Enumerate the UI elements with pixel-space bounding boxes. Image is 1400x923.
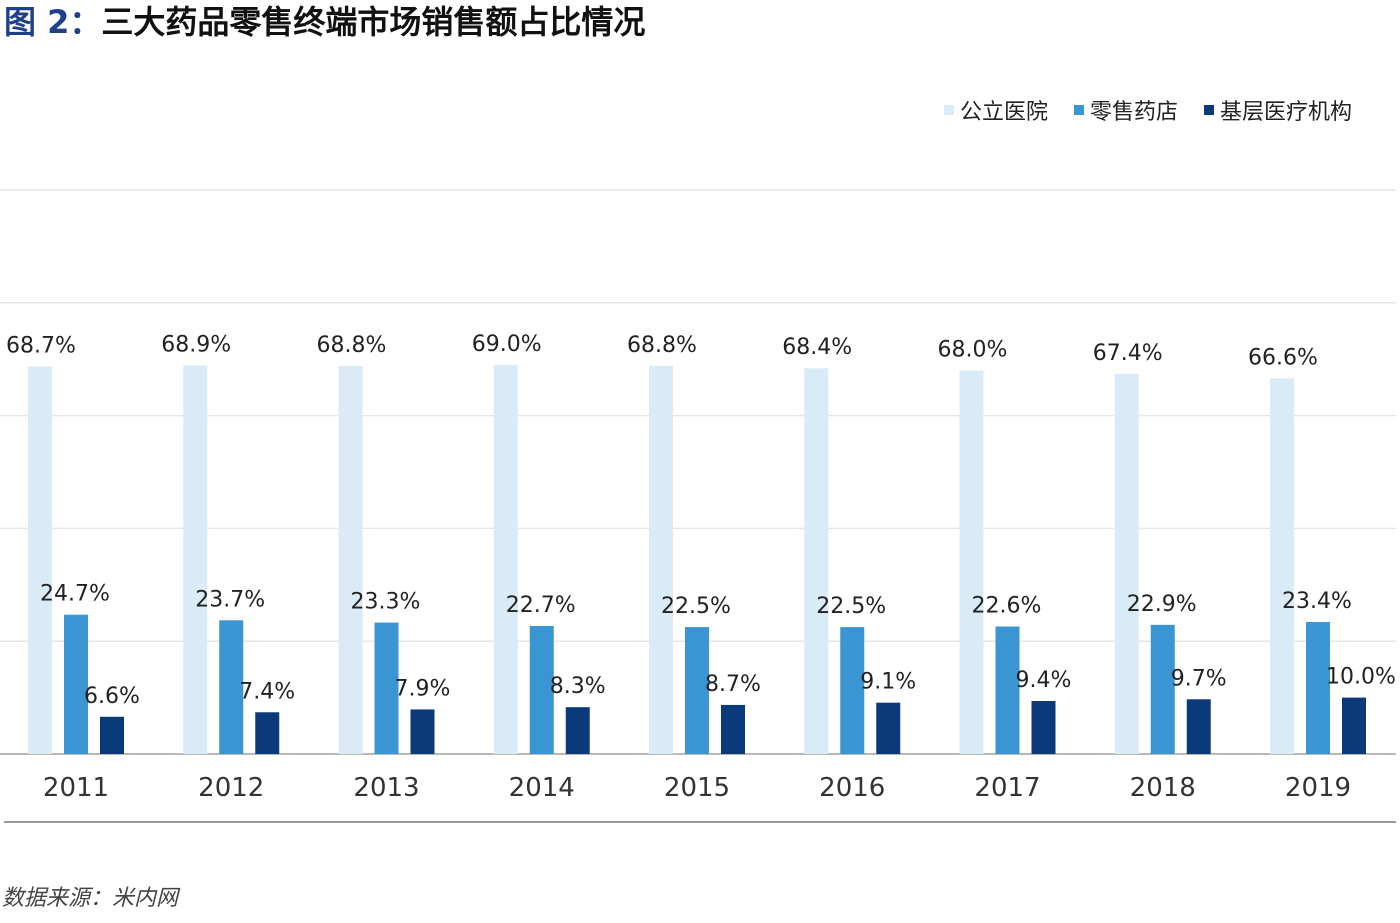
bar-public-hospital [804, 368, 829, 754]
data-source-note: 数据来源：米内网 [2, 886, 179, 911]
bar-primary-care [1186, 699, 1211, 754]
bar-retail-pharmacy [219, 620, 244, 754]
bar-chart: 68.7% 24.7% 6.6% 2011 68.9% 23.7% 7.4% 2012 68.8… [0, 189, 1396, 803]
data-label-retail-pharmacy: 23.4% [1282, 589, 1352, 614]
data-label-public-hospital: 68.9% [161, 332, 231, 357]
bar-public-hospital [493, 364, 518, 754]
bar-primary-care [410, 709, 435, 754]
data-label-retail-pharmacy: 22.6% [972, 594, 1042, 619]
data-label-retail-pharmacy: 22.9% [1127, 592, 1197, 617]
data-label-primary-care: 10.0% [1326, 665, 1396, 690]
legend-swatch-retail-pharmacy [1073, 105, 1084, 115]
chart-legend: 公立医院 零售药店 基层医疗机构 [943, 94, 1352, 126]
bar-retail-pharmacy [685, 627, 709, 754]
data-label-primary-care: 8.3% [550, 674, 606, 699]
figure-title-text: 三大药品零售终端市场销售额占比情况 [101, 3, 646, 41]
legend-label-retail-pharmacy: 零售药店 [1089, 100, 1178, 125]
data-label-primary-care: 9.1% [860, 670, 916, 695]
x-tick-label: 2015 [664, 773, 730, 803]
bar-retail-pharmacy [529, 625, 554, 754]
data-label-primary-care: 9.7% [1171, 666, 1227, 691]
bar-primary-care [721, 704, 745, 754]
bar-public-hospital [1114, 373, 1139, 754]
data-label-retail-pharmacy: 22.5% [661, 594, 731, 619]
data-label-retail-pharmacy: 23.3% [351, 590, 421, 615]
legend-label-primary-care: 基层医疗机构 [1219, 100, 1352, 125]
x-tick-label: 2018 [1130, 773, 1196, 803]
bar-primary-care [255, 712, 280, 754]
bar-retail-pharmacy [1150, 624, 1175, 754]
bar-public-hospital [959, 370, 984, 754]
x-tick-label: 2019 [1285, 773, 1351, 803]
x-tick-label: 2011 [43, 773, 109, 803]
bar-primary-care [565, 707, 590, 754]
data-label-public-hospital: 68.0% [938, 337, 1008, 362]
data-label-public-hospital: 67.4% [1093, 341, 1163, 366]
data-label-primary-care: 7.4% [239, 679, 295, 704]
legend-label-public-hospital: 公立医院 [959, 100, 1048, 125]
bar-public-hospital [338, 365, 363, 754]
legend-item-primary-care: 基层医疗机构 [1203, 94, 1352, 126]
legend-item-public-hospital: 公立医院 [943, 94, 1048, 126]
data-label-primary-care: 6.6% [84, 684, 140, 709]
data-label-public-hospital: 68.8% [317, 333, 387, 358]
x-tick-label: 2013 [353, 773, 419, 803]
x-tick-label: 2016 [819, 773, 885, 803]
bar-public-hospital [183, 365, 208, 754]
data-label-retail-pharmacy: 23.7% [195, 587, 265, 612]
data-label-primary-care: 8.7% [705, 672, 761, 697]
legend-item-retail-pharmacy: 零售药店 [1073, 94, 1178, 126]
x-tick-label: 2014 [509, 773, 575, 803]
data-label-public-hospital: 66.6% [1248, 345, 1318, 370]
data-label-public-hospital: 69.0% [472, 332, 542, 357]
x-tick-label: 2012 [198, 773, 264, 803]
bar-public-hospital [1270, 378, 1294, 754]
bar-primary-care [1342, 697, 1366, 754]
legend-swatch-primary-care [1203, 105, 1214, 115]
bar-public-hospital [28, 366, 52, 754]
legend-swatch-public-hospital [943, 105, 954, 115]
x-tick-label: 2017 [974, 773, 1040, 803]
bar-retail-pharmacy [64, 614, 88, 754]
data-label-public-hospital: 68.7% [6, 334, 76, 359]
data-label-retail-pharmacy: 22.5% [816, 594, 886, 619]
bar-retail-pharmacy [995, 626, 1020, 754]
data-label-primary-care: 7.9% [395, 676, 451, 701]
bar-primary-care [100, 716, 124, 754]
bar-primary-care [1031, 700, 1056, 754]
data-label-public-hospital: 68.4% [782, 335, 852, 360]
figure-title: 图 2：三大药品零售终端市场销售额占比情况 [4, 0, 645, 44]
data-label-public-hospital: 68.8% [627, 333, 697, 358]
bar-retail-pharmacy [374, 622, 399, 754]
bottom-rule [4, 821, 1396, 823]
data-label-retail-pharmacy: 22.7% [506, 593, 576, 618]
bar-primary-care [876, 702, 901, 754]
bar-retail-pharmacy [1306, 622, 1330, 754]
figure-number: 图 2： [4, 3, 102, 41]
data-label-primary-care: 9.4% [1016, 668, 1072, 693]
data-label-retail-pharmacy: 24.7% [40, 582, 110, 607]
bar-retail-pharmacy [840, 627, 865, 754]
bar-public-hospital [649, 365, 673, 754]
